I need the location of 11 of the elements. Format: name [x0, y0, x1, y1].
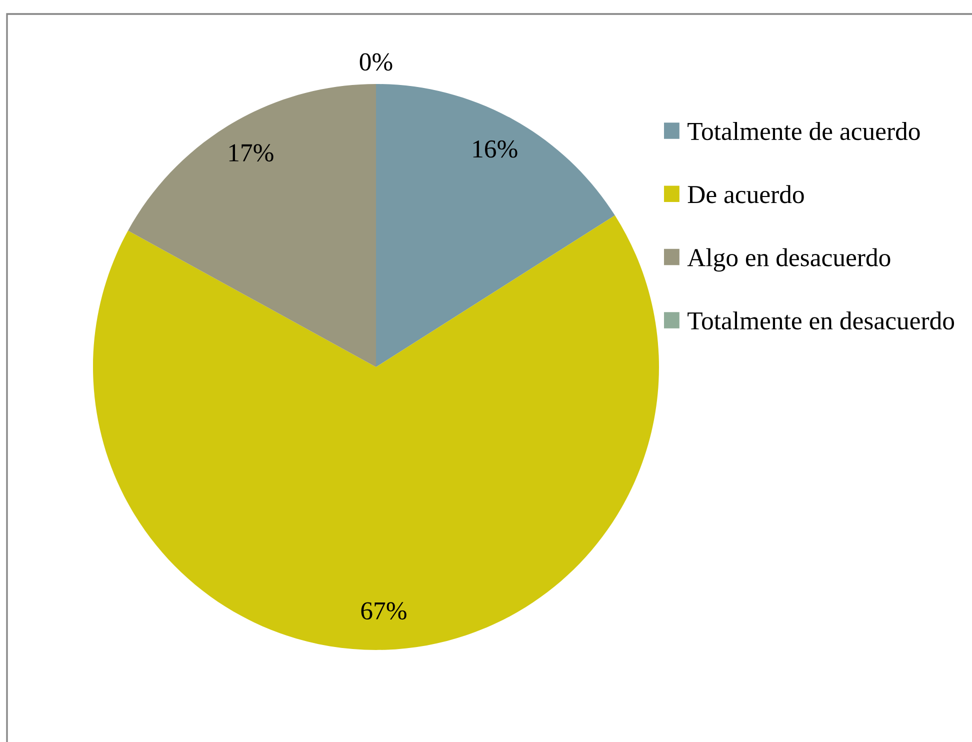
data-label: 16% — [473, 140, 518, 158]
pie-slice — [128, 84, 376, 367]
data-label: 17% — [229, 144, 274, 162]
data-label: 67% — [361, 602, 406, 620]
legend-label: Totalmente de acuerdo — [688, 122, 920, 140]
pie-slice — [376, 84, 615, 367]
legend-label: De acuerdo — [688, 185, 804, 204]
legend-label: Algo en desacuerdo — [687, 248, 890, 272]
text: 0% — [360, 53, 392, 71]
legend-label: Totalmente en desacuerdo — [688, 311, 954, 330]
pie-slice — [93, 215, 659, 650]
